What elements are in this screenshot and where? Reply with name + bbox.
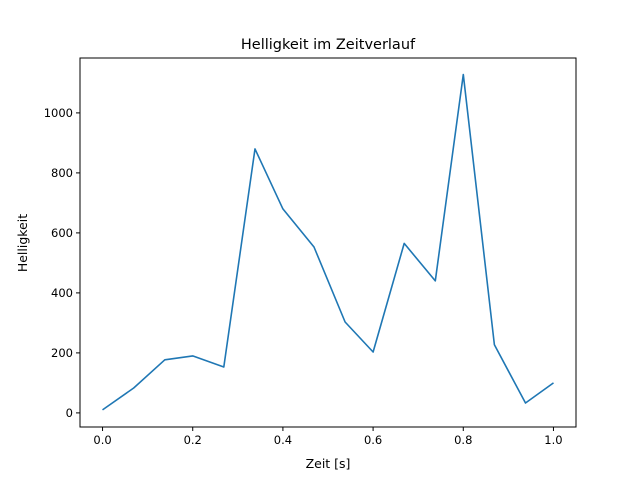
x-tick-label: 0.4 — [274, 433, 292, 447]
y-tick-label: 0 — [66, 406, 73, 420]
x-tick-label: 0.2 — [184, 433, 202, 447]
y-tick-label: 400 — [51, 286, 73, 300]
series-line-helligkeit — [102, 73, 554, 411]
x-tick-label: 1.0 — [544, 433, 562, 447]
axes-frame — [79, 57, 577, 428]
y-tick-label: 1000 — [44, 106, 73, 120]
y-tick-label: 800 — [51, 166, 73, 180]
y-axis-label: Helligkeit — [15, 214, 30, 272]
y-tick-label: 600 — [51, 226, 73, 240]
x-tick-label: 0.6 — [364, 433, 382, 447]
x-axis-label: Zeit [s] — [306, 456, 351, 471]
y-tick-label: 200 — [51, 346, 73, 360]
x-tick-label: 0.8 — [454, 433, 472, 447]
x-tick-label: 0.0 — [93, 433, 111, 447]
chart-title: Helligkeit im Zeitverlauf — [241, 37, 416, 53]
